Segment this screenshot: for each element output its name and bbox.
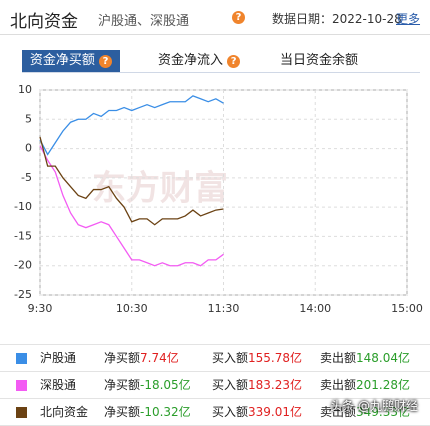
y-tick-label: -10 [14, 200, 32, 213]
legend-swatch [16, 380, 27, 391]
series-name: 沪股通 [40, 351, 77, 365]
x-tick-label: 15:00 [391, 302, 423, 315]
help-icon[interactable]: ? [227, 55, 241, 68]
buy-value: 339.01亿 [248, 405, 302, 419]
sell-value: 349.33亿 [356, 405, 410, 419]
buy-label: 买入额 [212, 405, 249, 419]
more-link[interactable]: 更多 [396, 12, 421, 26]
chart: 东方财富 10 5 0 -5 -10 -15 -20 -259:30 10:30 11:30 14:… [14, 83, 423, 315]
y-tick-label: -5 [21, 171, 32, 184]
date: 数据日期：2022-10-28 [272, 12, 402, 26]
series-line [39, 145, 224, 267]
tab[interactable]: 资金净买额 ? [22, 50, 120, 72]
net-label: 净买额 [104, 405, 141, 419]
buy-value: 155.78亿 [248, 351, 302, 365]
sell-label: 卖出额 [320, 378, 357, 392]
tab-label: 资金净流入 [158, 53, 224, 68]
net-label: 净买额 [104, 378, 141, 392]
tab[interactable]: 当日资金余额 [280, 50, 358, 72]
y-tick-label: 5 [25, 112, 32, 125]
series-line [39, 95, 224, 156]
sell-label: 卖出额 [320, 351, 357, 365]
x-tick-label: 14:00 [299, 302, 331, 315]
net-value: -10.32亿 [140, 405, 191, 419]
buy-label: 买入额 [212, 378, 249, 392]
buy-value: 183.23亿 [248, 378, 302, 392]
y-tick-label: -15 [14, 229, 32, 242]
y-tick-label: -25 [14, 288, 32, 301]
sell-value: 148.04亿 [356, 351, 410, 365]
subtitle: 沪股通、深股通 [98, 14, 190, 29]
divider [0, 34, 430, 35]
series-name: 深股通 [40, 378, 77, 392]
net-label: 净买额 [104, 351, 141, 365]
sell-label: 卖出额 [320, 405, 357, 419]
title: 北向资金 [10, 12, 78, 32]
summary-row: 深股通 净买额 -18.05亿 买入额 183.23亿 卖出额 201.28亿 [0, 372, 430, 399]
y-tick-label: 0 [25, 142, 32, 155]
help-icon[interactable]: ? [99, 55, 113, 68]
series-line [39, 136, 224, 226]
legend-swatch [16, 407, 27, 418]
tab-label: 当日资金余额 [280, 53, 359, 68]
watermark: 头条 @九鹏财经 [330, 399, 418, 413]
net-value: 7.74亿 [140, 351, 179, 365]
tab-label: 资金净买额 [29, 53, 95, 68]
sell-value: 201.28亿 [356, 378, 410, 392]
series-name: 北向资金 [40, 405, 89, 419]
tab-underline [22, 72, 420, 73]
buy-label: 买入额 [212, 351, 249, 365]
legend-swatch [16, 353, 27, 364]
summary-row: 沪股通 净买额 7.74亿 买入额 155.78亿 卖出额 148.04亿 [0, 345, 430, 372]
y-tick-label: -20 [14, 259, 32, 272]
help-icon[interactable]: ? [232, 11, 245, 24]
y-tick-label: 10 [18, 83, 32, 96]
x-tick-label: 9:30 [28, 302, 53, 315]
x-tick-label: 11:30 [208, 302, 240, 315]
net-value: -18.05亿 [140, 378, 191, 392]
x-tick-label: 10:30 [116, 302, 148, 315]
tab[interactable]: 资金净流入 ? [158, 50, 241, 72]
watermark: 东方财富 [92, 169, 228, 209]
